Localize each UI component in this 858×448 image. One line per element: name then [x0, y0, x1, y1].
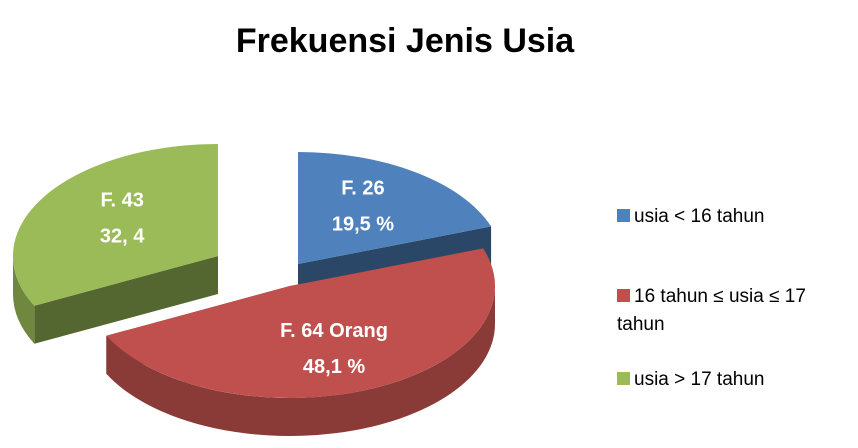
percentage-label: 48,1 % [303, 356, 365, 378]
legend-swatch [617, 289, 630, 302]
slice [12, 144, 219, 306]
legend-item: 16 tahun ≤ usia ≤ 17 tahun [617, 283, 852, 339]
legend-label: usia < 16 tahun [634, 206, 765, 227]
legend-item: usia > 17 tahun [617, 366, 852, 394]
data-label: F. 26 [341, 178, 384, 200]
slice [298, 152, 492, 264]
slice-wall [12, 256, 35, 344]
slice-side [34, 256, 218, 344]
data-label: F. 43 [100, 190, 143, 212]
slice [106, 248, 495, 398]
legend-swatch [617, 372, 630, 385]
legend-swatch [617, 209, 630, 222]
percentage-label: 32, 4 [100, 226, 145, 248]
slice-wall [106, 286, 496, 437]
percentage-label: 19,5 % [332, 214, 394, 236]
legend-item: usia < 16 tahun [617, 203, 852, 231]
chart-title: Frekuensi Jenis Usia [236, 22, 575, 60]
legend-label: usia > 17 tahun [634, 369, 765, 390]
legend-label: 16 tahun ≤ usia ≤ 17 tahun [617, 286, 806, 335]
data-label: F. 64 Orang [280, 320, 388, 342]
